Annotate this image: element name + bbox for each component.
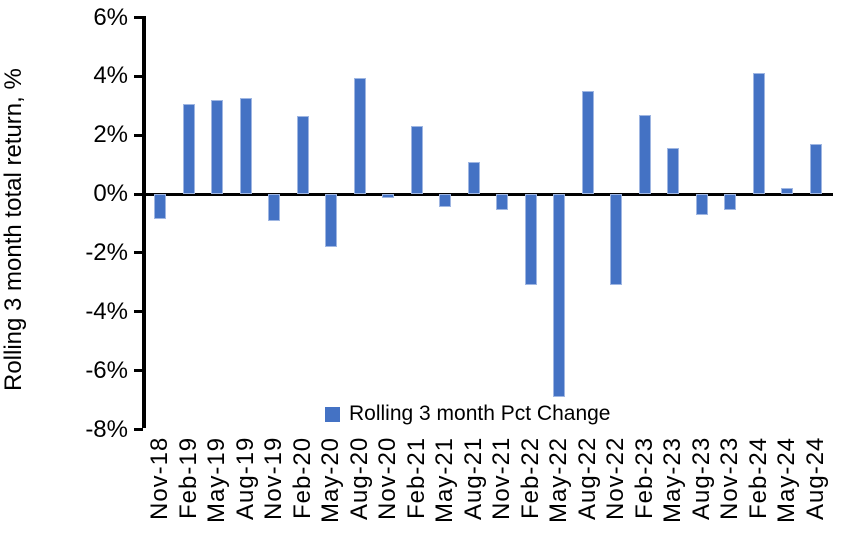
- bar-Feb-24: [752, 73, 765, 195]
- bar-May-22: [553, 194, 566, 398]
- x-tick-label-May-20: May-20: [317, 437, 345, 524]
- x-tick-label-Aug-22: Aug-22: [573, 437, 601, 521]
- legend-label: Rolling 3 month Pct Change: [349, 402, 611, 425]
- x-tick-label-Aug-21: Aug-21: [459, 437, 487, 521]
- y-tick-label: 2%: [93, 121, 128, 149]
- y-axis-tick: [134, 74, 143, 78]
- bar-Nov-19: [268, 194, 281, 221]
- y-axis-tick: [134, 192, 143, 196]
- y-tick-label: 0%: [93, 180, 128, 208]
- x-tick-label-Aug-19: Aug-19: [231, 437, 259, 521]
- legend: Rolling 3 month Pct Change: [325, 402, 611, 426]
- y-tick-label: 4%: [93, 62, 128, 90]
- x-tick-label-Aug-24: Aug-24: [801, 437, 829, 521]
- y-tick-label: 6%: [93, 3, 128, 31]
- legend-marker-swatch: [325, 406, 340, 422]
- y-tick-label: -4%: [85, 297, 128, 325]
- bar-May-21: [439, 194, 452, 208]
- bar-Feb-23: [638, 114, 651, 195]
- bar-Aug-20: [353, 77, 366, 195]
- x-tick-label-May-24: May-24: [773, 437, 801, 524]
- bar-Nov-23: [724, 194, 737, 211]
- x-tick-label-Nov-18: Nov-18: [146, 437, 174, 521]
- bar-Nov-22: [610, 194, 623, 286]
- x-tick-label-Feb-21: Feb-21: [402, 437, 430, 520]
- y-axis-tick: [134, 428, 143, 432]
- bar-May-24: [781, 188, 794, 195]
- y-axis-tick: [134, 251, 143, 255]
- x-tick-label-May-22: May-22: [545, 437, 573, 524]
- x-tick-label-Nov-23: Nov-23: [716, 437, 744, 521]
- x-tick-label-Feb-23: Feb-23: [630, 437, 658, 520]
- bar-Nov-21: [496, 194, 509, 211]
- x-tick-label-Feb-19: Feb-19: [174, 437, 202, 520]
- bar-May-23: [667, 148, 680, 195]
- x-tick-label-Feb-22: Feb-22: [516, 437, 544, 520]
- y-axis-tick: [134, 133, 143, 137]
- bar-Feb-22: [524, 194, 537, 286]
- bar-May-20: [325, 194, 338, 248]
- y-axis-line: [142, 16, 146, 429]
- bar-Feb-20: [296, 116, 309, 195]
- x-tick-label-Aug-23: Aug-23: [687, 437, 715, 521]
- y-axis-title: Rolling 3 month total return, %: [0, 68, 27, 392]
- x-tick-label-May-19: May-19: [203, 437, 231, 524]
- bar-Feb-21: [410, 126, 423, 195]
- y-axis-tick: [134, 16, 143, 19]
- y-tick-label: -8%: [85, 415, 128, 443]
- x-tick-label-Feb-24: Feb-24: [744, 437, 772, 520]
- bar-Aug-24: [809, 144, 822, 195]
- y-axis-tick: [134, 310, 143, 314]
- x-tick-label-Nov-20: Nov-20: [374, 437, 402, 521]
- bar-Nov-20: [382, 194, 395, 199]
- bar-Aug-21: [467, 161, 480, 195]
- x-tick-label-Feb-20: Feb-20: [288, 437, 316, 520]
- x-tick-label-Aug-20: Aug-20: [345, 437, 373, 521]
- x-tick-label-Nov-22: Nov-22: [602, 437, 630, 521]
- x-tick-label-May-21: May-21: [431, 437, 459, 524]
- bar-May-19: [211, 99, 224, 195]
- bar-Nov-18: [154, 194, 167, 220]
- x-tick-label-Nov-21: Nov-21: [488, 437, 516, 521]
- bar-Aug-22: [581, 91, 594, 195]
- y-tick-label: -6%: [85, 356, 128, 384]
- x-tick-label-Nov-19: Nov-19: [260, 437, 288, 521]
- bar-Aug-19: [239, 98, 252, 195]
- y-tick-label: -2%: [85, 238, 128, 266]
- zero-axis-line: [142, 192, 833, 196]
- bar-Aug-23: [695, 194, 708, 215]
- bar-Feb-19: [182, 104, 195, 195]
- y-axis-tick: [134, 369, 143, 373]
- x-tick-label-May-23: May-23: [659, 437, 687, 524]
